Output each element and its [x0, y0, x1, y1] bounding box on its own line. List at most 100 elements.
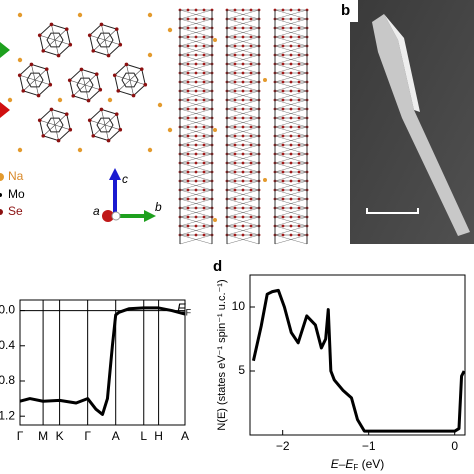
se-atom	[249, 26, 253, 30]
se-atom	[56, 138, 61, 143]
legend-label: Se	[8, 204, 23, 218]
se-atom	[194, 134, 198, 138]
se-atom	[139, 67, 144, 71]
chain-bond	[179, 117, 213, 128]
na-atom	[147, 52, 153, 58]
se-atom	[249, 116, 253, 120]
chain-bond	[226, 81, 260, 92]
sem-crystal	[372, 14, 470, 236]
se-atom	[249, 179, 253, 183]
se-atom	[297, 8, 301, 12]
se-atom	[241, 35, 245, 39]
chain-bond	[274, 117, 308, 128]
se-atom	[186, 170, 190, 174]
cluster-core	[46, 32, 64, 48]
bond	[104, 39, 109, 56]
se-atom	[281, 71, 285, 75]
se-atom	[194, 197, 198, 201]
se-atom	[106, 53, 111, 58]
se-atom	[202, 107, 206, 111]
x-tick-label: Γ	[17, 429, 24, 443]
se-atom	[194, 188, 198, 192]
se-atom	[194, 8, 198, 12]
se-atom	[241, 17, 245, 21]
se-atom	[56, 53, 61, 58]
se-atom	[289, 116, 293, 120]
se-atom	[289, 188, 293, 192]
se-atom	[281, 125, 285, 129]
se-atom	[186, 161, 190, 165]
se-atom	[44, 67, 49, 71]
se-atom	[233, 125, 237, 129]
se-atom	[249, 125, 253, 129]
se-atom	[289, 206, 293, 210]
bond	[51, 109, 56, 126]
se-atom	[194, 44, 198, 48]
se-atom	[289, 80, 293, 84]
se-atom	[202, 44, 206, 48]
se-atom	[249, 152, 253, 156]
se-atom	[297, 161, 301, 165]
se-atom	[233, 17, 237, 21]
se-atom	[297, 62, 301, 66]
x-axis-label-part: F	[353, 463, 358, 472]
axis-label: a	[93, 204, 100, 218]
bond	[34, 79, 39, 96]
se-atom	[241, 80, 245, 84]
se-atom	[289, 35, 293, 39]
chain-bond	[226, 18, 260, 29]
se-atom	[281, 143, 285, 147]
chain-bond	[274, 9, 308, 20]
se-atom	[249, 71, 253, 75]
se-atom	[241, 233, 245, 237]
se-atom	[233, 161, 237, 165]
data-line	[19, 306, 186, 416]
chain-bond	[226, 189, 260, 200]
se-atom	[249, 53, 253, 57]
se-atom	[186, 206, 190, 210]
chain-bond	[179, 225, 213, 236]
se-atom	[202, 206, 206, 210]
chain-bond	[179, 90, 213, 101]
cluster-core	[96, 32, 114, 48]
chain-bond	[226, 9, 260, 20]
se-atom	[186, 197, 190, 201]
se-atom	[194, 35, 198, 39]
se-atom	[233, 8, 237, 12]
se-atom	[281, 116, 285, 120]
bond	[31, 64, 36, 81]
se-atom	[186, 134, 190, 138]
se-atom	[249, 161, 253, 165]
se-atom	[116, 89, 121, 93]
dos-chart: 5 10 −2 −1 0 d N(E) (states eV⁻¹ spin⁻¹ u.c.⁻¹…	[213, 258, 466, 472]
bond	[93, 124, 106, 137]
se-atom	[297, 206, 301, 210]
chain-bond	[274, 126, 308, 137]
se-atom	[281, 17, 285, 21]
se-atom	[289, 134, 293, 138]
se-atom	[64, 27, 69, 31]
na-atom	[7, 97, 13, 103]
x-tick-label: K	[56, 429, 64, 443]
se-atom	[281, 197, 285, 201]
se-atom	[249, 224, 253, 228]
axis-arrow	[0, 42, 10, 58]
se-atom	[67, 78, 72, 83]
na-atom	[213, 128, 217, 132]
bond	[101, 24, 106, 41]
bond	[84, 73, 97, 86]
sem-crystal-edge	[384, 14, 420, 112]
bond	[19, 74, 36, 81]
x-tick-label: A	[112, 429, 120, 443]
axis-b-head	[144, 210, 156, 222]
se-atom	[202, 152, 206, 156]
chain-bond	[274, 81, 308, 92]
na-atom	[167, 127, 173, 133]
x-axis-label-part: (eV)	[358, 457, 384, 471]
se-atom	[241, 152, 245, 156]
fermi-label-sub: F	[186, 308, 192, 318]
se-atom	[249, 197, 253, 201]
na-atom	[213, 218, 217, 222]
se-atom	[241, 170, 245, 174]
se-atom	[297, 134, 301, 138]
